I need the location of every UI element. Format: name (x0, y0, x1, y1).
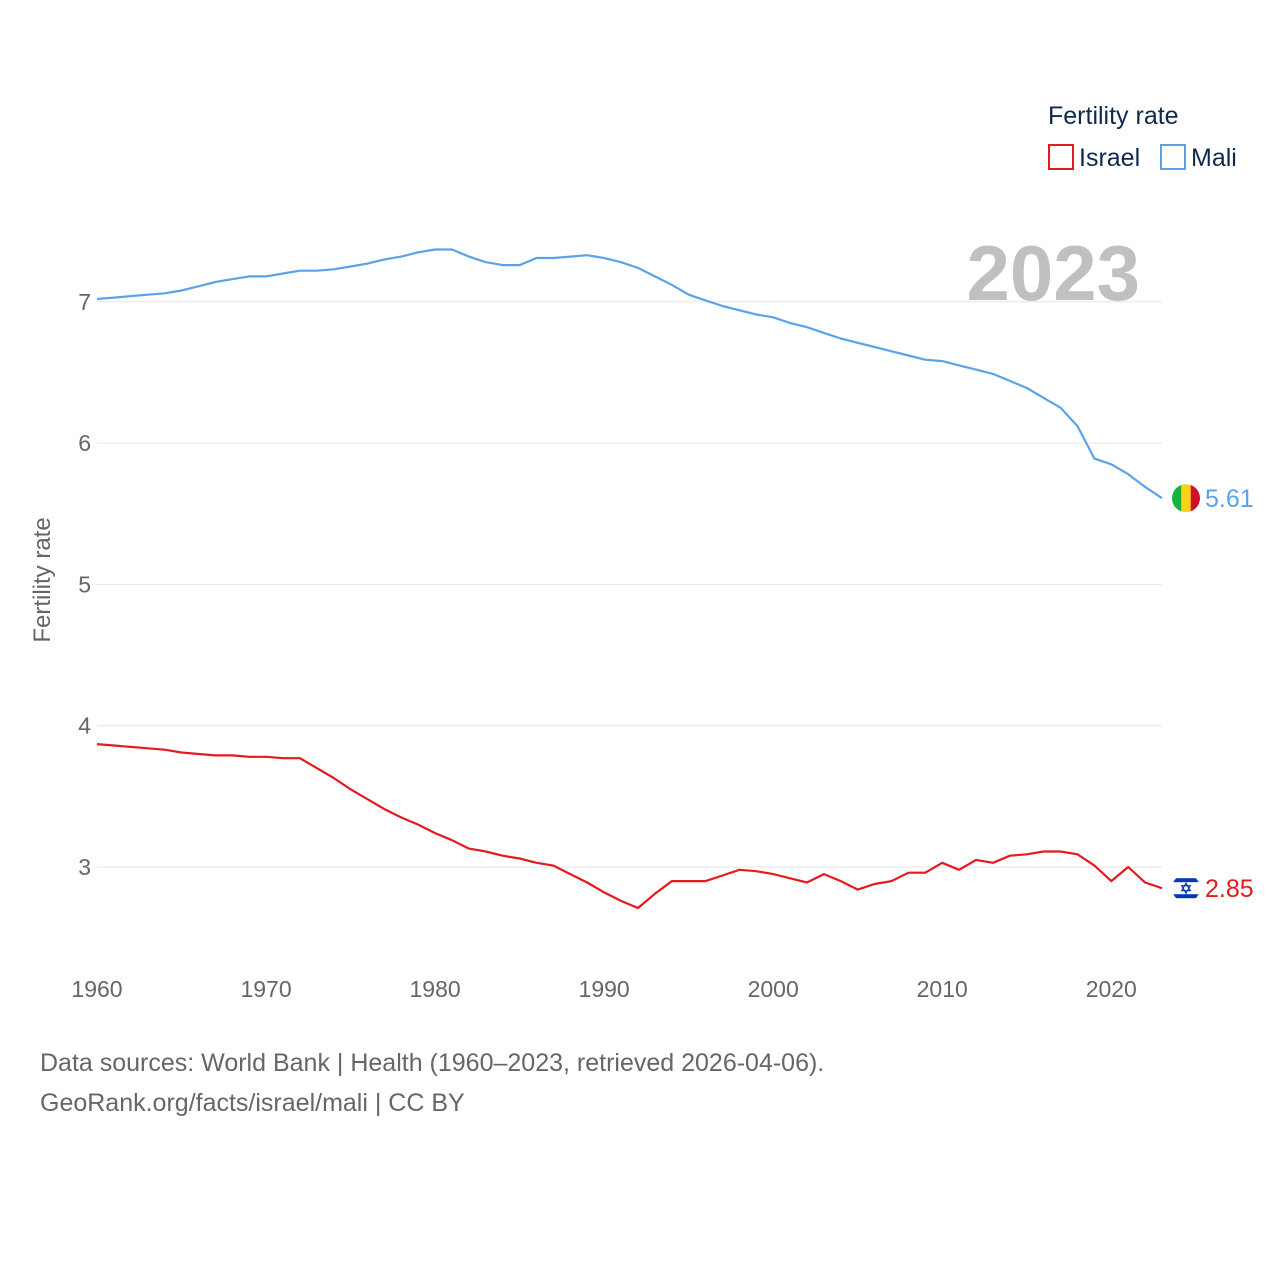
chart: 3 4 5 6 7 1960 1970 1980 1990 2000 2010 2020 Ferti… (29, 102, 1254, 1002)
series-lines (96, 248, 1163, 910)
legend-swatch (1048, 144, 1074, 170)
legend-item-mali[interactable]: Mali (1160, 144, 1237, 172)
source-note: Data sources: World Bank | Health (1960–… (40, 1043, 824, 1123)
y-tick-label: 5 (78, 571, 91, 597)
x-tick-label: 1990 (579, 976, 630, 1002)
mali-flag-icon (1172, 484, 1200, 513)
x-tick-label: 2000 (748, 976, 799, 1002)
end-value-mali: 5.61 (1205, 485, 1254, 513)
legend-item-israel[interactable]: Israel (1048, 144, 1140, 172)
data-source-text: Data sources: World Bank | Health (1960–… (40, 1049, 825, 1077)
legend[interactable]: Fertility rate Israel Mali (1048, 102, 1237, 172)
x-tick-label: 2010 (917, 976, 968, 1002)
y-tick-label: 4 (78, 713, 91, 739)
legend-label: Mali (1191, 144, 1237, 172)
israel-flag-icon (1172, 874, 1200, 903)
gridlines (97, 301, 1162, 868)
legend-title: Fertility rate (1048, 102, 1179, 130)
attribution-link[interactable]: GeoRank.org/facts/israel/mali | CC BY (40, 1089, 465, 1117)
y-tick-label: 3 (78, 854, 91, 880)
current-year-label: 2023 (966, 229, 1140, 317)
series-line-mali[interactable] (96, 248, 1163, 500)
legend-label: Israel (1079, 144, 1140, 172)
y-axis-ticks: 3 4 5 6 7 (78, 289, 91, 880)
y-tick-label: 6 (78, 430, 91, 456)
x-tick-label: 1970 (240, 976, 291, 1002)
y-tick-label: 7 (78, 289, 91, 315)
end-value-israel: 2.85 (1205, 875, 1254, 903)
x-tick-label: 1960 (71, 976, 122, 1002)
y-axis-label: Fertility rate (29, 517, 56, 642)
x-axis-ticks: 1960 1970 1980 1990 2000 2010 2020 (71, 976, 1136, 1002)
x-tick-label: 2020 (1086, 976, 1137, 1002)
series-line-israel[interactable] (96, 743, 1163, 910)
x-tick-label: 1980 (410, 976, 461, 1002)
end-markers: 2.85 5.61 (1172, 484, 1254, 903)
legend-swatch (1160, 144, 1186, 170)
